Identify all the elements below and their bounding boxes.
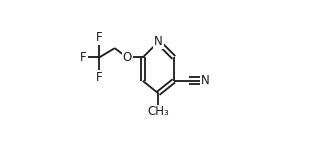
Text: N: N	[154, 35, 163, 48]
Text: F: F	[96, 71, 102, 84]
Text: F: F	[80, 51, 87, 64]
Text: CH₃: CH₃	[147, 106, 169, 118]
Text: O: O	[123, 51, 132, 64]
Text: N: N	[201, 74, 210, 87]
Text: F: F	[96, 31, 102, 44]
